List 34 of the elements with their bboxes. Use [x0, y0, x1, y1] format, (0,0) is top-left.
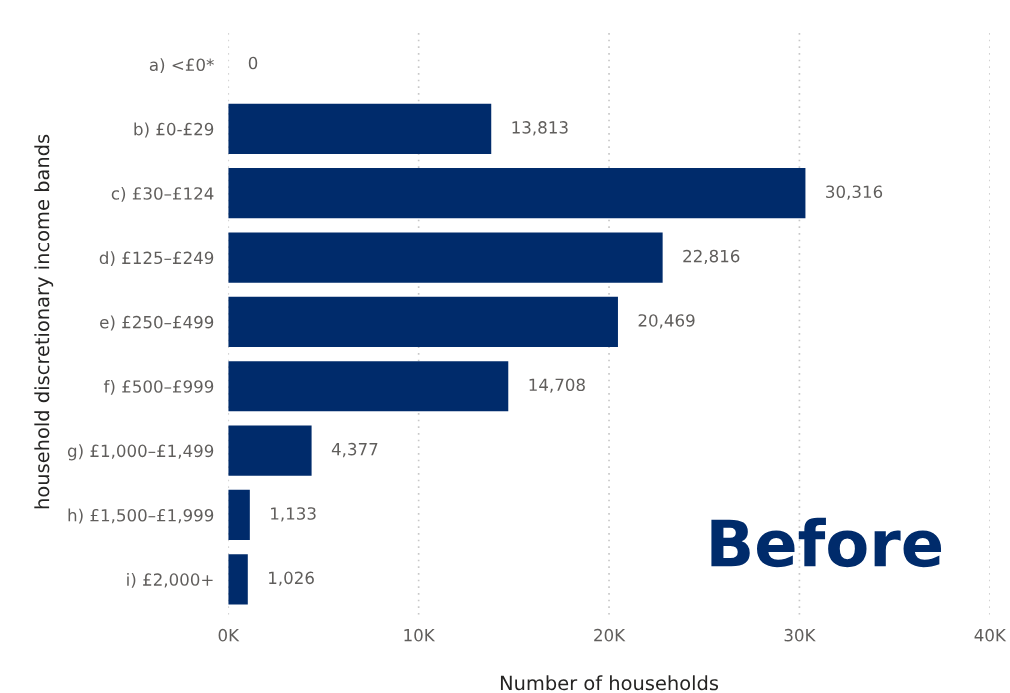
- data-label: 4,377: [331, 442, 378, 458]
- y-tick-label: d) £125–£249: [99, 251, 214, 267]
- data-label: 1,133: [271, 507, 316, 522]
- y-tick-label: a) <£0*: [149, 58, 214, 74]
- data-label: 22,816: [683, 249, 740, 265]
- x-tick-label: 20K: [594, 628, 626, 642]
- data-label: 0: [248, 56, 258, 70]
- data-label: 20,469: [638, 314, 695, 329]
- bar: [228, 296, 618, 347]
- bar: [228, 232, 663, 283]
- x-tick-label: 40K: [974, 628, 1007, 642]
- x-tick-label: 30K: [784, 628, 816, 642]
- y-tick-label: f) £500–£999: [103, 379, 214, 395]
- bar: [228, 103, 492, 154]
- y-tick-label: g) £1,000–£1,499: [67, 444, 214, 461]
- x-tick-label: 10K: [404, 628, 436, 642]
- x-axis-title: Number of households: [500, 675, 719, 691]
- bar: [228, 489, 250, 541]
- x-tick-label: 0K: [218, 628, 240, 642]
- annotation: Before: [711, 517, 942, 568]
- bar: [228, 361, 509, 412]
- y-tick-label: c) £30–£124: [111, 186, 214, 202]
- y-axis-title: household discretionary income bands: [34, 134, 54, 509]
- bar: [228, 168, 806, 219]
- data-label: 13,813: [512, 121, 568, 136]
- y-tick-label: e) £250–£499: [100, 315, 214, 331]
- data-label: 14,708: [529, 378, 585, 393]
- data-label: 1,026: [269, 571, 314, 586]
- bar: [228, 554, 248, 605]
- y-tick-label: i) £2,000+: [127, 572, 213, 588]
- y-tick-label: b) £0-£29: [134, 122, 214, 138]
- bar: [228, 425, 312, 476]
- data-label: 30,316: [826, 185, 883, 200]
- y-tick-label: h) £1,500–£1,999: [68, 508, 214, 524]
